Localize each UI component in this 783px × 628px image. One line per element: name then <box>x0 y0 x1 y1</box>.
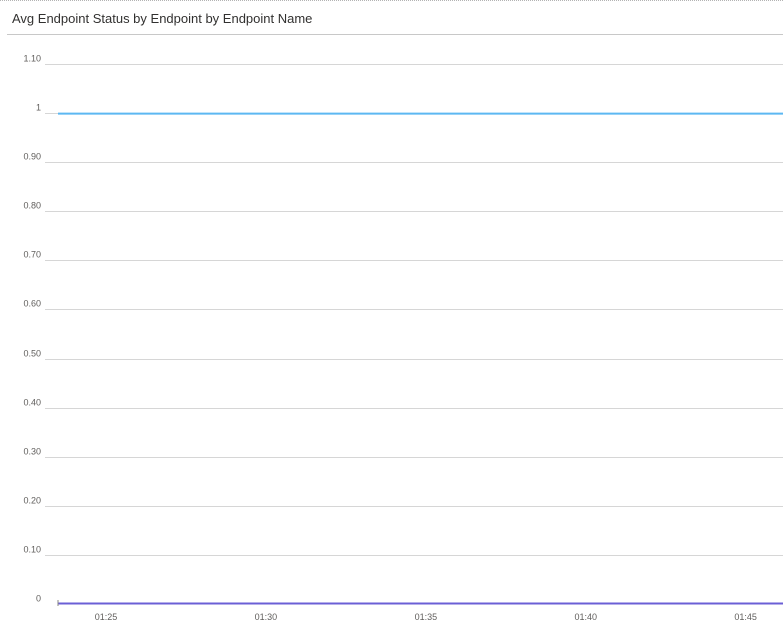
y-tick-label: 0.70 <box>23 250 41 260</box>
y-tick-label: 1 <box>36 103 41 113</box>
y-tick-label: 0.90 <box>23 152 41 162</box>
y-tick-label: 0.10 <box>23 545 41 555</box>
title-divider <box>7 34 783 35</box>
y-tick-label: 0.80 <box>23 201 41 211</box>
y-tick-label: 0.20 <box>23 496 41 506</box>
x-tick-label: 01:40 <box>574 612 597 622</box>
y-tick-label: 0 <box>36 594 41 604</box>
x-tick-label: 01:35 <box>415 612 438 622</box>
y-tick-label: 1.10 <box>23 54 41 64</box>
y-tick-label: 0.30 <box>23 447 41 457</box>
chart-title: Avg Endpoint Status by Endpoint by Endpo… <box>12 11 313 26</box>
x-tick-label: 01:25 <box>95 612 118 622</box>
y-tick-label: 0.50 <box>23 349 41 359</box>
x-tick-label: 01:45 <box>734 612 757 622</box>
x-tick-label: 01:30 <box>255 612 278 622</box>
y-tick-label: 0.60 <box>23 299 41 309</box>
y-tick-label: 0.40 <box>23 398 41 408</box>
